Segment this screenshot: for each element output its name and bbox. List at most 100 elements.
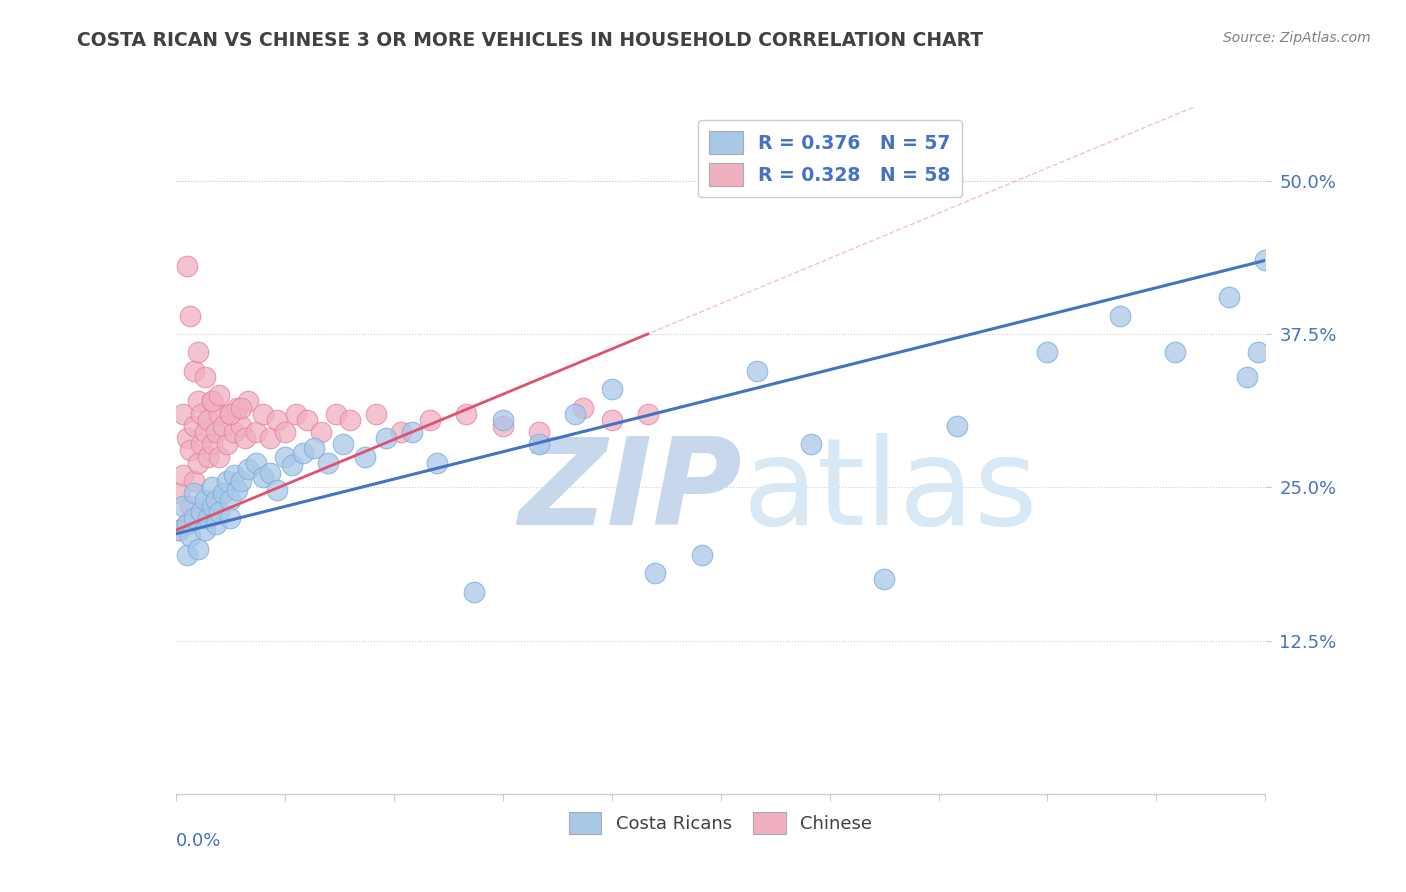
Point [375,431,398,445]
Point [201,437,224,451]
Point [197,511,219,525]
Point [179,443,201,458]
Point [179,499,201,513]
Point [226,483,249,497]
Point [1236,369,1258,384]
Point [238,394,260,409]
Point [800,437,823,451]
Point [186,394,209,409]
Point [284,407,307,421]
Point [179,309,201,323]
Point [692,548,714,562]
Point [190,437,212,451]
Point [219,407,242,421]
Point [274,450,297,464]
Point [291,446,314,460]
Point [219,407,242,421]
Point [212,419,235,434]
Point [339,413,361,427]
Text: COSTA RICAN VS CHINESE 3 OR MORE VEHICLES IN HOUSEHOLD CORRELATION CHART: COSTA RICAN VS CHINESE 3 OR MORE VEHICLE… [77,31,983,50]
Point [401,425,423,439]
Point [219,511,242,525]
Point [172,467,194,482]
Point [169,486,191,500]
Point [252,407,274,421]
Point [186,456,209,470]
Point [183,486,205,500]
Point [183,364,205,378]
Point [252,470,274,484]
Point [233,431,256,445]
Point [172,499,194,513]
Point [1036,345,1059,359]
Point [492,413,515,427]
Point [309,425,332,439]
Point [204,425,226,439]
Point [318,456,340,470]
Point [637,407,659,421]
Point [176,431,198,445]
Point [194,425,217,439]
Text: 0.0%: 0.0% [176,831,221,850]
Point [302,441,325,455]
Point [364,407,387,421]
Point [426,456,449,470]
Point [1247,345,1270,359]
Point [1163,345,1185,359]
Point [222,425,245,439]
Point [169,523,191,537]
Point [222,467,245,482]
Point [190,407,212,421]
Point [527,437,550,451]
Point [201,480,224,494]
Point [259,466,281,480]
Point [169,523,191,537]
Point [231,419,253,434]
Point [745,364,768,378]
Text: atlas: atlas [742,434,1038,550]
Point [266,413,288,427]
Point [945,419,967,434]
Point [1218,290,1240,304]
Point [208,388,231,402]
Point [215,437,238,451]
Point [644,566,666,581]
Point [186,541,209,556]
Point [295,413,318,427]
Point [201,394,224,409]
Point [183,511,205,525]
Point [873,572,896,586]
Point [238,462,260,476]
Point [194,492,217,507]
Point [219,492,242,507]
Point [266,483,288,497]
Point [231,474,253,488]
Point [186,345,209,359]
Point [245,425,267,439]
Point [1109,309,1132,323]
Point [571,401,593,415]
Point [419,413,441,427]
Point [353,450,375,464]
Point [259,431,281,445]
Point [176,517,198,532]
Point [492,419,515,434]
Legend: Costa Ricans, Chinese: Costa Ricans, Chinese [560,803,882,843]
Point [201,394,224,409]
Point [176,517,198,532]
Point [245,456,267,470]
Point [183,474,205,488]
Text: ZIP: ZIP [519,434,742,550]
Point [197,413,219,427]
Point [332,437,354,451]
Point [325,407,347,421]
Point [389,425,412,439]
Point [204,517,226,532]
Point [208,505,231,519]
Point [600,413,623,427]
Point [190,505,212,519]
Point [231,401,253,415]
Point [204,492,226,507]
Point [197,450,219,464]
Point [208,450,231,464]
